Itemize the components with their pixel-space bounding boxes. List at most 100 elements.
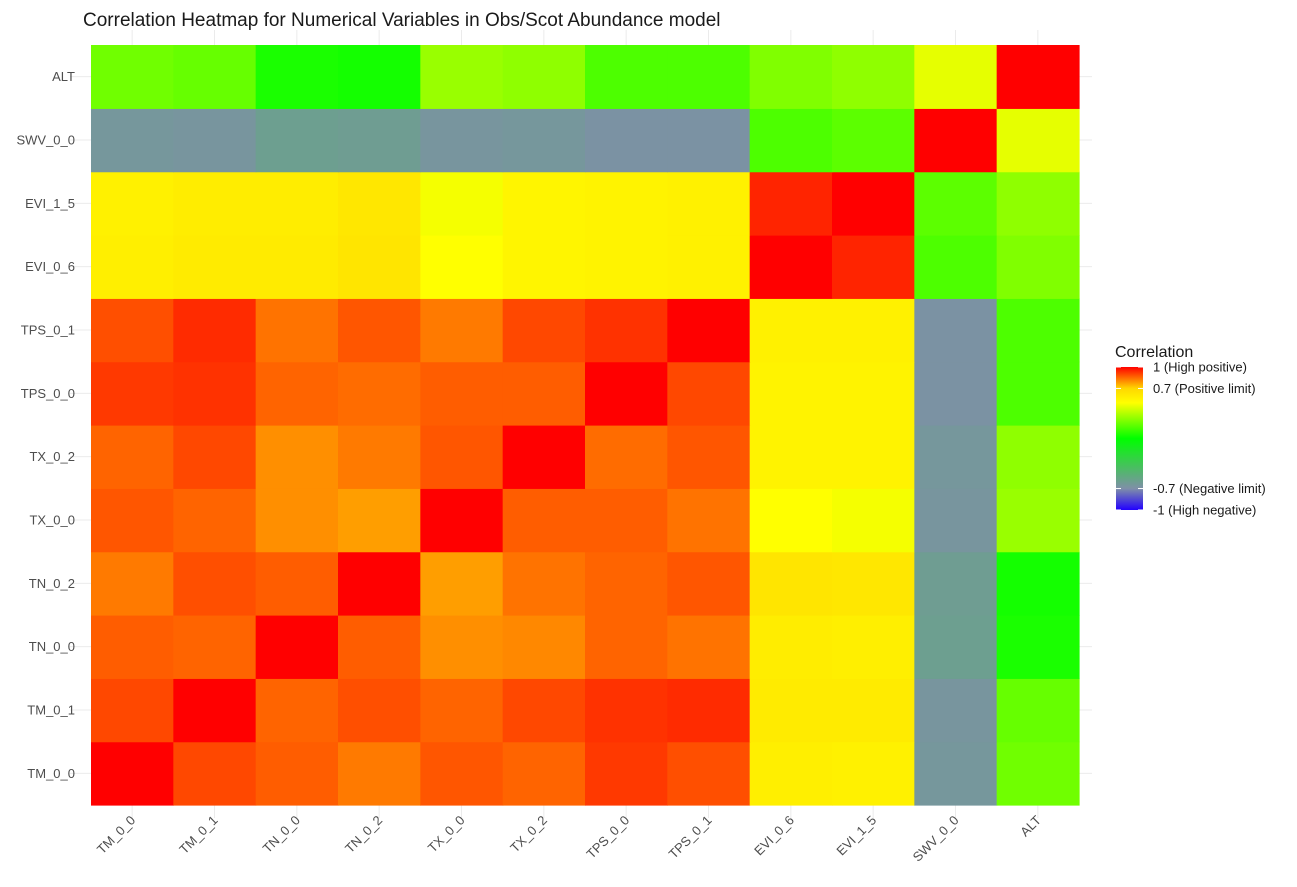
heatmap-cell	[749, 108, 833, 173]
heatmap-cell	[749, 425, 833, 489]
heatmap-cell	[420, 298, 504, 363]
heatmap-cell	[255, 678, 339, 743]
heatmap-cell	[749, 171, 833, 236]
heatmap-cell	[914, 615, 998, 679]
heatmap-cell	[338, 678, 421, 743]
heatmap-cell	[420, 235, 504, 299]
heatmap-cell	[91, 615, 174, 679]
heatmap-cell	[996, 425, 1080, 489]
heatmap-cell	[502, 361, 586, 426]
heatmap-cell	[91, 108, 174, 173]
heatmap-cell	[420, 108, 504, 173]
heatmap-cell	[255, 361, 339, 426]
legend-label: 0.7 (Positive limit)	[1153, 381, 1256, 396]
y-tick-label: TN_0_2	[29, 576, 75, 591]
x-tick-label: SWV_0_0	[910, 813, 962, 865]
x-tick-label: EVI_0_6	[751, 813, 797, 859]
heatmap-cell	[914, 235, 998, 299]
heatmap-cell	[749, 551, 833, 616]
heatmap-cell	[173, 45, 257, 109]
heatmap-cell	[502, 741, 586, 806]
heatmap-cell	[255, 298, 339, 363]
heatmap-cell	[585, 361, 668, 426]
heatmap-cell	[914, 551, 998, 616]
heatmap-cell	[502, 615, 586, 679]
heatmap-cell	[502, 235, 586, 299]
heatmap-cell	[832, 551, 915, 616]
heatmap-cell	[173, 615, 257, 679]
heatmap-cell	[420, 425, 504, 489]
heatmap-cell	[996, 551, 1080, 616]
heatmap-cell	[667, 678, 751, 743]
heatmap-cell	[996, 45, 1080, 109]
heatmap-cell	[585, 741, 668, 806]
heatmap-cell	[914, 108, 998, 173]
heatmap-cell	[667, 615, 751, 679]
heatmap-cell	[749, 488, 833, 553]
heatmap-cell	[749, 45, 833, 109]
x-tick-label: TX_0_2	[507, 813, 550, 856]
heatmap-cell	[585, 551, 668, 616]
heatmap-cell	[749, 235, 833, 299]
heatmap-cell	[914, 171, 998, 236]
heatmap-cell	[996, 741, 1080, 806]
heatmap-cell	[338, 361, 421, 426]
heatmap-cell	[996, 488, 1080, 553]
heatmap-cell	[832, 615, 915, 679]
heatmap-cell	[996, 298, 1080, 363]
heatmap-cell	[749, 361, 833, 426]
y-tick-label: SWV_0_0	[16, 133, 75, 148]
heatmap-cell	[585, 235, 668, 299]
heatmap-cell	[91, 361, 174, 426]
heatmap-cell	[91, 425, 174, 489]
heatmap-cell	[420, 45, 504, 109]
y-tick-label: TX_0_2	[29, 449, 75, 464]
heatmap-cell	[255, 488, 339, 553]
heatmap-cell	[338, 615, 421, 679]
heatmap-cell	[914, 298, 998, 363]
heatmap-cell	[585, 45, 668, 109]
y-tick-label: TM_0_1	[27, 703, 75, 718]
color-legend: Correlation 1 (High positive) 0.7 (Positi…	[1115, 344, 1266, 518]
heatmap-cell	[832, 488, 915, 553]
heatmap-cell	[502, 108, 586, 173]
heatmap-cell	[255, 235, 339, 299]
legend-colorbar	[1116, 367, 1143, 510]
heatmap-cell	[585, 298, 668, 363]
heatmap-cell	[996, 361, 1080, 426]
heatmap-cell	[255, 108, 339, 173]
heatmap-cell	[502, 171, 586, 236]
y-tick-label: EVI_1_5	[25, 196, 75, 211]
legend-label: -1 (High negative)	[1153, 503, 1256, 518]
x-tick-label: TM_0_1	[176, 813, 220, 857]
x-tick-label: TX_0_0	[425, 813, 468, 856]
heatmap-cell	[173, 741, 257, 806]
legend-label: -0.7 (Negative limit)	[1153, 481, 1266, 496]
heatmap-cell	[996, 678, 1080, 743]
heatmap-cell	[173, 488, 257, 553]
heatmap-cell	[338, 108, 421, 173]
heatmap-cell	[667, 741, 751, 806]
heatmap-cell	[832, 171, 915, 236]
heatmap-cell	[91, 45, 174, 109]
heatmap-cell	[91, 678, 174, 743]
heatmap-cell	[255, 551, 339, 616]
heatmap-cell	[420, 741, 504, 806]
heatmap-cell	[420, 551, 504, 616]
heatmap-cell	[914, 678, 998, 743]
x-tick-label: EVI_1_5	[833, 813, 879, 859]
heatmap-cell	[420, 488, 504, 553]
heatmap-cell	[502, 298, 586, 363]
y-tick-label: TPS_0_1	[21, 323, 75, 338]
y-tick-label: TX_0_0	[29, 513, 75, 528]
heatmap-cell	[585, 488, 668, 553]
heatmap-cell	[338, 45, 421, 109]
heatmap-cell	[832, 235, 915, 299]
heatmap-cell	[996, 615, 1080, 679]
heatmap-cell	[667, 45, 751, 109]
y-tick-label: TM_0_0	[27, 766, 75, 781]
heatmap-cell	[91, 235, 174, 299]
heatmap-cell	[502, 488, 586, 553]
heatmap-cell	[255, 171, 339, 236]
heatmap-cell	[173, 171, 257, 236]
